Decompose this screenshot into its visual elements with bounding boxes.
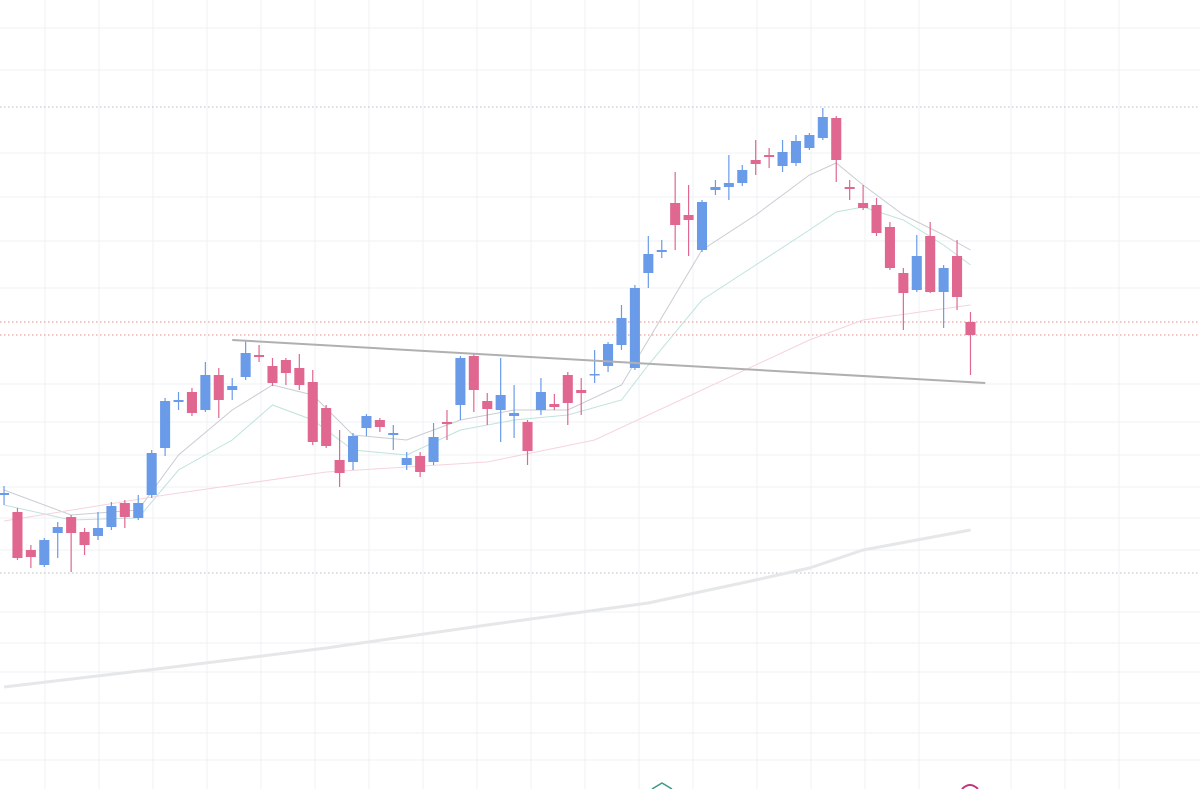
candle-body [884, 227, 895, 268]
candle-body [415, 456, 426, 472]
candle-body [603, 344, 614, 366]
candle-body [307, 382, 318, 442]
candle-body [227, 386, 238, 390]
candle-body [388, 433, 399, 435]
candle-body [160, 401, 171, 448]
candle-body [106, 506, 117, 527]
candle-body [280, 360, 291, 373]
candle-body [817, 117, 828, 138]
candle-body [213, 375, 224, 400]
candle-body [764, 155, 775, 157]
candle-body [938, 268, 949, 292]
candle-body [844, 187, 855, 189]
candle-body [92, 528, 104, 536]
candle-body [25, 550, 36, 557]
candle-body [119, 503, 130, 517]
candle-body [334, 460, 345, 473]
candle-body [173, 400, 184, 402]
candle-body [643, 254, 654, 273]
candle-body [535, 392, 546, 410]
candle-body [347, 436, 359, 462]
candle-body [723, 183, 734, 187]
candle-body [549, 404, 560, 407]
candle-body [670, 203, 681, 225]
candle-body [441, 422, 453, 424]
candle-body [925, 236, 936, 292]
candle-body [374, 420, 385, 427]
candle-body [133, 503, 144, 518]
candle-body [321, 408, 332, 446]
candle-body [66, 517, 77, 533]
candle-body [616, 318, 627, 345]
candle-body [509, 413, 520, 416]
candle-body [0, 493, 10, 495]
candle-body [804, 135, 815, 148]
candle-body [468, 356, 479, 390]
moving-average [3, 304, 971, 522]
candle-body [737, 170, 748, 183]
candle-body [361, 416, 372, 428]
candle-body [200, 375, 211, 410]
candle-body [401, 458, 412, 465]
candle-body [710, 187, 721, 190]
candle-body [858, 203, 869, 208]
candle-body [186, 392, 197, 413]
candle-body [629, 288, 640, 368]
marker-down [961, 784, 979, 789]
candle-body [12, 512, 23, 558]
candle-body [240, 353, 251, 377]
candle-body [294, 368, 305, 385]
candle-body [79, 532, 90, 545]
candle-body [965, 322, 976, 335]
moving-average [3, 528, 971, 689]
candle-body [522, 422, 533, 451]
candle-body [495, 395, 506, 410]
candle-body [428, 437, 439, 462]
candle-body [52, 527, 63, 533]
trend-line [232, 339, 986, 384]
candle-body [254, 355, 265, 357]
candle-body [562, 375, 573, 403]
candle-body [871, 205, 882, 233]
candle-body [482, 401, 493, 409]
candle-body [790, 141, 802, 163]
candle-body [952, 256, 963, 297]
candle-body [576, 390, 587, 393]
candle-body [777, 152, 788, 166]
candle-body [831, 118, 842, 160]
moving-average [3, 206, 971, 521]
candle-body [911, 256, 922, 290]
candle-body [146, 453, 157, 495]
candle-body [683, 215, 694, 220]
marker-up [651, 782, 673, 789]
candle-body [589, 374, 600, 376]
candle-body [898, 273, 909, 293]
candle-body [455, 358, 466, 405]
candle-body [39, 540, 50, 565]
candle-body [696, 202, 708, 250]
candle-body [750, 160, 761, 164]
candle-body [267, 366, 278, 383]
candle-body [656, 250, 667, 252]
